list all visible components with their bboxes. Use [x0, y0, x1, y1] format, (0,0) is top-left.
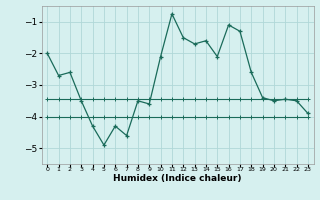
X-axis label: Humidex (Indice chaleur): Humidex (Indice chaleur) [113, 174, 242, 183]
